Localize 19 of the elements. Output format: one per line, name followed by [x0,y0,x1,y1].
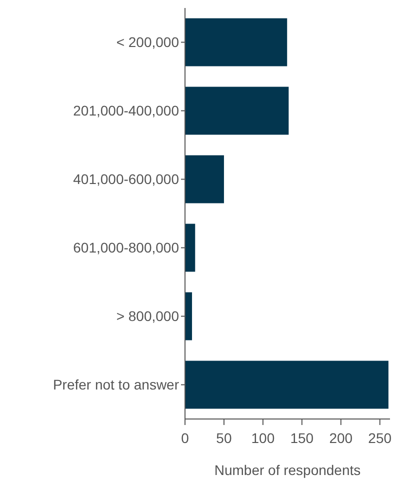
x-tick-label: 250 [368,430,392,446]
bar [185,224,196,272]
y-tick-label: 401,000-600,000 [73,171,180,188]
bar [185,86,289,135]
x-tick-label: 150 [290,430,314,446]
x-tick-label: 200 [329,430,353,446]
y-tick-label: Prefer not to answer [52,376,180,393]
x-tick-label: 0 [181,430,190,446]
bar [185,360,388,409]
bar [185,155,224,204]
x-tick-label: 50 [216,430,232,446]
y-tick-label: < 200,000 [116,34,180,50]
x-axis-title: Number of respondents [214,462,361,478]
y-tick-label: > 800,000 [116,308,180,324]
x-tick-label: 100 [251,430,275,446]
bar [185,292,192,340]
y-tick-label: 201,000-400,000 [73,102,180,119]
y-tick-label: 601,000-800,000 [73,240,180,256]
bar [185,18,288,66]
